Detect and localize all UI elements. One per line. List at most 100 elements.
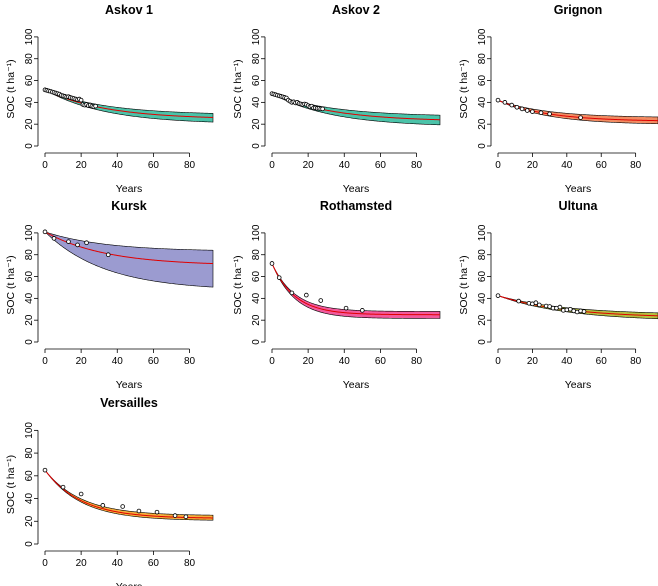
chart-title: Ultuna	[559, 199, 599, 213]
model-fit-line	[44, 231, 214, 265]
observed-point	[524, 108, 530, 113]
y-tick-label: 60	[24, 470, 35, 482]
y-axis-label: SOC (t ha⁻¹)	[458, 255, 470, 314]
x-tick-label: 60	[596, 160, 608, 171]
x-tick-label: 20	[527, 356, 539, 367]
observed-point	[289, 290, 295, 296]
panel-kursk: Kursk 0 20 40 60 80 0 20 40 60 80 100 Years SOC (t ha…	[5, 199, 214, 391]
x-tick-label: 60	[375, 160, 387, 171]
x-tick-label: 20	[303, 160, 315, 171]
y-tick-label: 60	[477, 75, 488, 87]
x-tick-label: 20	[303, 356, 315, 367]
x-tick-label: 20	[76, 160, 88, 171]
y-tick-label: 100	[477, 28, 488, 45]
y-tick-label: 20	[477, 118, 488, 130]
x-tick-label: 20	[76, 356, 88, 367]
y-tick-label: 80	[251, 249, 262, 261]
observed-point	[183, 514, 189, 520]
observed-point	[343, 305, 349, 311]
observed-point	[66, 239, 71, 244]
y-tick-label: 40	[24, 96, 35, 108]
x-tick-label: 80	[411, 356, 423, 367]
x-tick-label: 60	[148, 356, 160, 367]
observed-point	[75, 242, 80, 248]
observed-point	[154, 509, 160, 515]
chart-title: Askov 1	[105, 3, 153, 17]
confidence-band	[271, 263, 441, 319]
confidence-band	[44, 469, 214, 521]
observed-point	[519, 106, 525, 112]
observed-point	[318, 298, 324, 303]
observed-point	[304, 292, 309, 298]
y-axis-label: SOC (t ha⁻¹)	[5, 255, 17, 314]
x-tick-label: 20	[527, 160, 539, 171]
x-tick-label: 0	[42, 160, 48, 171]
x-tick-label: 80	[184, 160, 196, 171]
observed-point	[276, 275, 282, 280]
observed-point	[509, 102, 515, 108]
observed-point	[530, 109, 535, 114]
x-tick-label: 0	[42, 356, 48, 367]
y-tick-label: 20	[24, 314, 35, 326]
observed-point	[538, 110, 544, 116]
observed-point	[320, 106, 325, 112]
y-axis-label: SOC (t ha⁻¹)	[5, 455, 17, 514]
chart-title: Grignon	[554, 3, 603, 17]
x-tick-label: 80	[184, 558, 196, 569]
y-tick-label: 60	[24, 271, 35, 283]
observed-point	[60, 484, 66, 490]
observed-point	[84, 240, 89, 246]
confidence-band	[44, 89, 214, 123]
y-tick-label: 0	[477, 143, 488, 149]
y-tick-label: 0	[24, 143, 35, 149]
y-tick-label: 40	[251, 292, 262, 304]
y-tick-label: 80	[477, 249, 488, 261]
panel-grignon: Grignon 0 20 40 60 80 0 20 40 60 80 100 Years SOC (t …	[458, 3, 658, 195]
x-tick-label: 80	[184, 356, 196, 367]
chart-title: Kursk	[111, 199, 146, 213]
chart-title: Versailles	[100, 396, 158, 410]
observed-point	[557, 304, 563, 310]
observed-point	[547, 111, 552, 117]
panel-ultuna: Ultuna 0 20 40 60 80 0 20 40 60 80 100 Years SOC (t h…	[458, 199, 658, 391]
confidence-band	[271, 93, 441, 126]
x-tick-label: 80	[411, 160, 423, 171]
y-tick-label: 20	[477, 314, 488, 326]
y-tick-label: 100	[251, 28, 262, 45]
x-tick-label: 0	[495, 160, 501, 171]
confidence-band	[44, 231, 214, 288]
observed-point	[533, 300, 539, 306]
observed-point	[578, 115, 583, 120]
y-tick-label: 100	[24, 224, 35, 241]
observed-point	[581, 309, 587, 314]
y-tick-label: 100	[24, 422, 35, 439]
x-tick-label: 40	[561, 356, 573, 367]
y-tick-label: 60	[24, 75, 35, 87]
x-tick-label: 40	[112, 160, 124, 171]
x-tick-label: 40	[112, 558, 124, 569]
model-fit-line	[271, 263, 440, 316]
panel-askov-2: Askov 2 0 20 40 60 80 0 20 40 60 80 100 Years SOC (t …	[232, 3, 441, 195]
model-fit-line	[497, 99, 658, 122]
x-tick-label: 60	[148, 160, 160, 171]
x-tick-label: 60	[375, 356, 387, 367]
y-tick-label: 0	[251, 143, 262, 149]
x-tick-label: 80	[630, 160, 642, 171]
y-tick-label: 80	[24, 447, 35, 459]
x-tick-label: 80	[630, 356, 642, 367]
y-axis-label: SOC (t ha⁻¹)	[232, 255, 244, 314]
y-tick-label: 100	[477, 224, 488, 241]
panel-askov-1: Askov 1 0 20 40 60 80 0 20 40 60 80 100 Years SOC (t …	[5, 3, 214, 195]
x-tick-label: 0	[269, 356, 275, 367]
y-tick-label: 60	[251, 75, 262, 87]
x-tick-label: 40	[339, 160, 351, 171]
y-tick-label: 0	[24, 541, 35, 547]
observed-point	[105, 252, 111, 258]
chart-title: Rothamsted	[320, 199, 392, 213]
observed-point	[120, 504, 125, 509]
x-axis-label: Years	[343, 183, 369, 195]
x-tick-label: 40	[561, 160, 573, 171]
x-axis-label: Years	[565, 183, 591, 195]
y-tick-label: 40	[251, 96, 262, 108]
